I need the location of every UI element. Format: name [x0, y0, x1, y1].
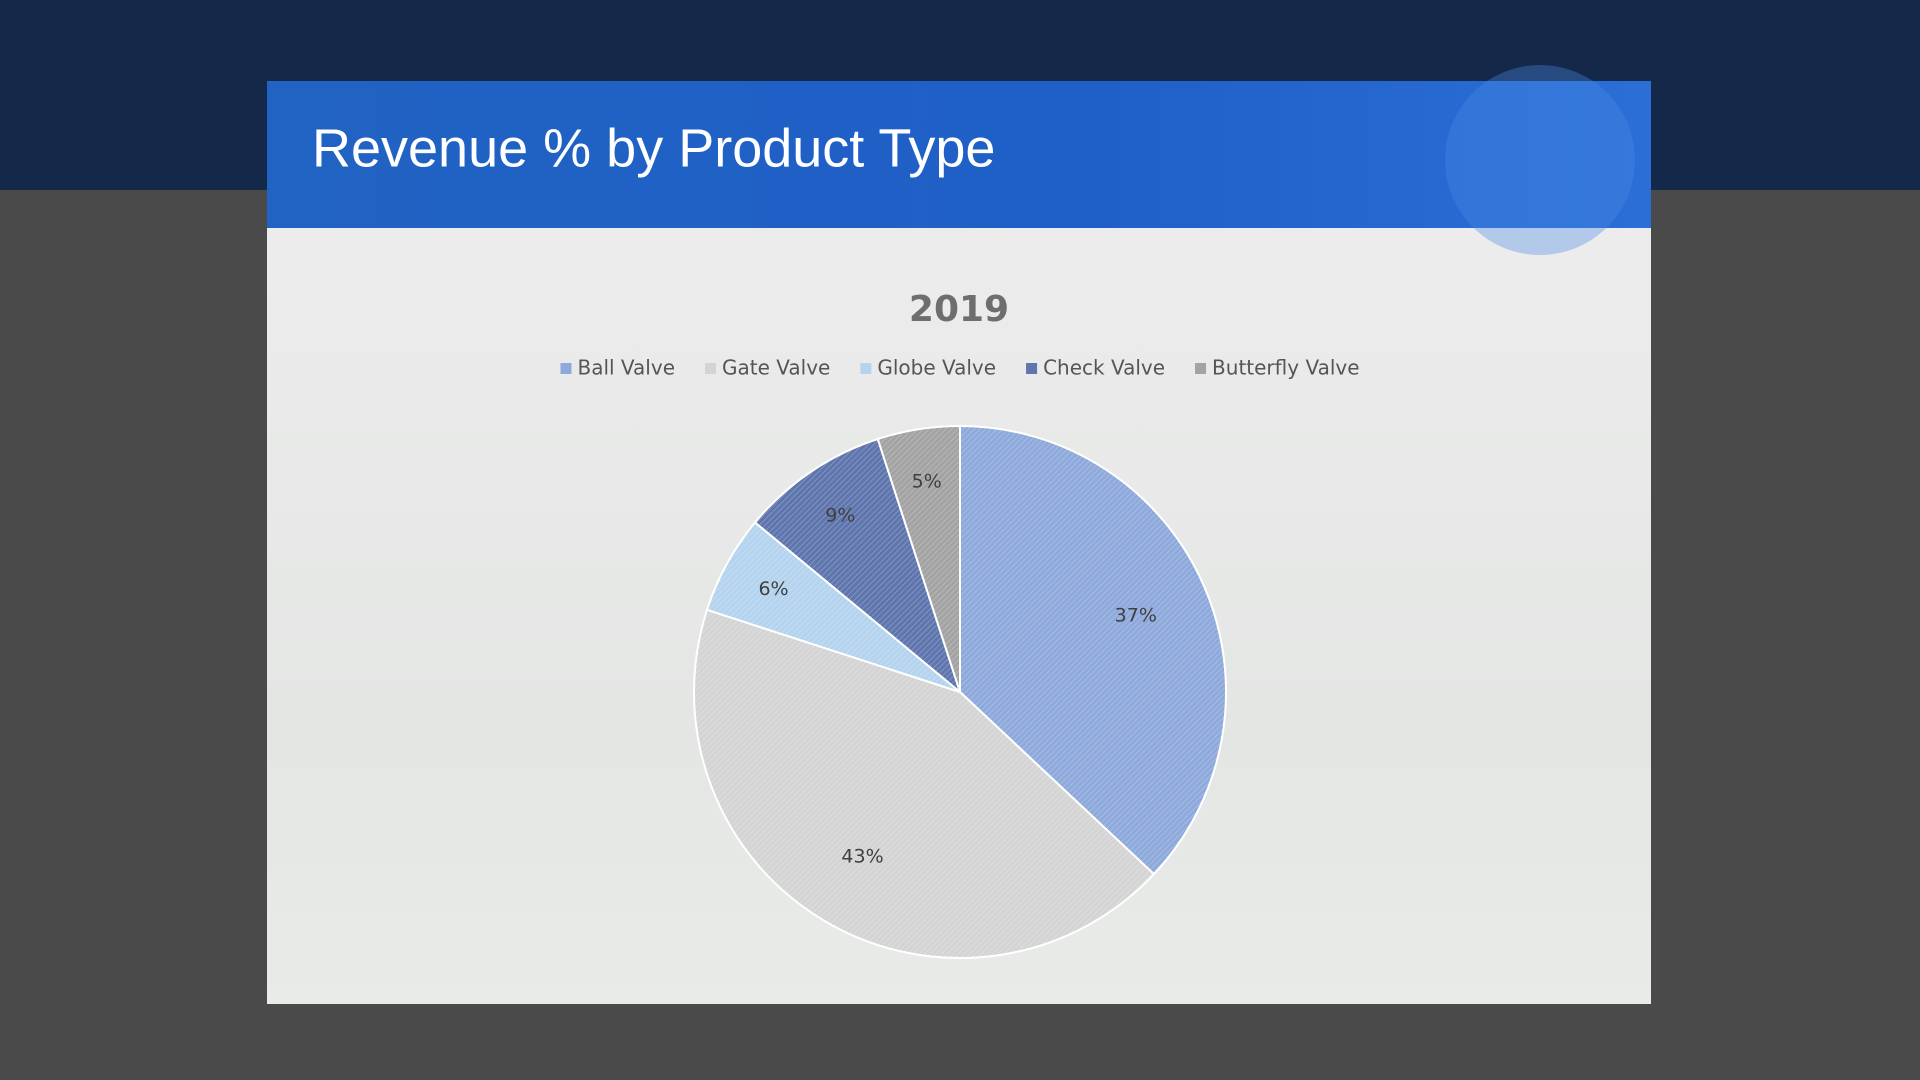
legend-swatch — [1195, 363, 1207, 374]
slice-hatch — [960, 426, 1227, 875]
slide-header — [267, 81, 1651, 228]
data-label: 6% — [758, 578, 788, 600]
legend-swatch — [1026, 363, 1038, 374]
legend-label: Butterfly Valve — [1212, 356, 1359, 380]
slide-title: Revenue % by Product Type — [312, 118, 995, 178]
legend-swatch — [560, 363, 572, 374]
data-label: 37% — [1115, 604, 1157, 626]
pie: 37% 43% 6% 9% 5% — [693, 424, 1228, 960]
legend-label: Check Valve — [1043, 356, 1165, 380]
legend: Ball Valve Gate Valve Globe Valve Check Val… — [560, 356, 1360, 380]
slice-hatch — [693, 609, 1154, 958]
slice-hatch — [877, 426, 960, 692]
data-label: 9% — [825, 504, 855, 526]
legend-label: Globe Valve — [877, 356, 996, 380]
slice-hatch — [707, 522, 960, 692]
legend-label: Gate Valve — [722, 356, 830, 380]
globe-graphic — [1445, 65, 1635, 255]
legend-label: Ball Valve — [577, 356, 675, 380]
legend-swatch — [860, 363, 872, 374]
slice-hatch — [755, 439, 960, 692]
legend-swatch — [705, 363, 716, 374]
data-label: 5% — [912, 470, 942, 492]
chart-title: 2019 — [909, 289, 1009, 330]
data-label: 43% — [841, 845, 883, 867]
